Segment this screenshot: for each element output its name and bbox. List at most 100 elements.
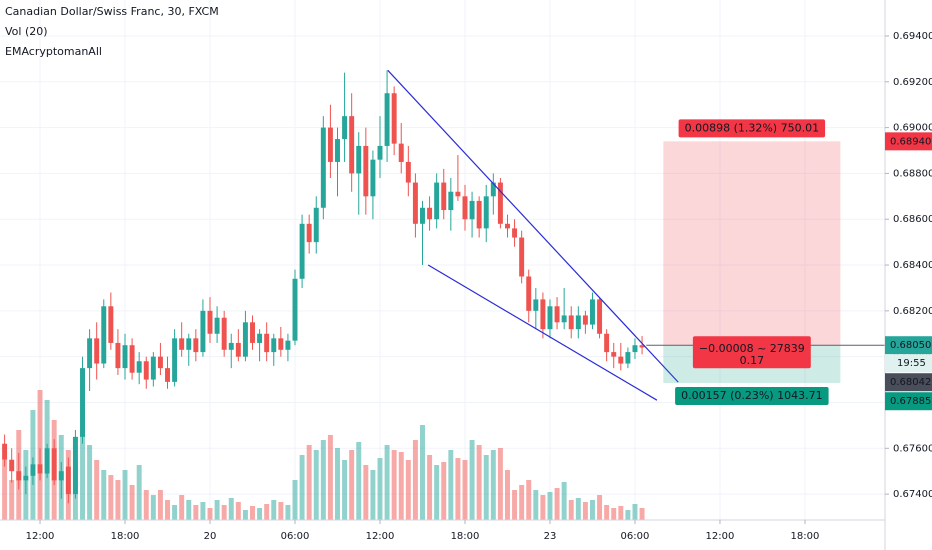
candle-body: [30, 464, 36, 476]
price-label-box: [885, 373, 932, 392]
x-tick-label: 18:00: [451, 531, 480, 542]
candle-body: [264, 333, 270, 353]
candle-body: [165, 368, 170, 382]
candle-body: [568, 315, 574, 330]
candle-body: [575, 315, 581, 330]
candle-body: [320, 127, 326, 208]
volume-bar: [469, 440, 475, 520]
volume-bar: [349, 450, 355, 520]
volume-bar: [405, 460, 411, 520]
candle-body: [554, 306, 560, 323]
volume-bar: [313, 450, 319, 520]
trend-line: [427, 264, 658, 401]
candle-body: [384, 93, 390, 146]
volume-bar: [122, 470, 128, 520]
y-tick-label: 0.68200: [893, 306, 932, 317]
volume-bar: [193, 505, 199, 520]
volume-bar: [228, 498, 234, 520]
volume-bar: [165, 500, 170, 520]
candle-body: [469, 200, 475, 220]
candle-body: [179, 338, 185, 350]
volume-bar: [363, 465, 369, 520]
candle-body: [441, 182, 447, 211]
volume-bar: [235, 502, 241, 520]
volume-bar: [370, 470, 376, 520]
candle-body: [299, 223, 305, 279]
candle-body: [72, 436, 78, 495]
stop-zone: [663, 141, 841, 346]
candle-body: [9, 459, 15, 472]
volume-bar: [391, 450, 397, 520]
candle-body: [278, 338, 284, 350]
candle-body: [604, 333, 610, 353]
candle-body: [16, 471, 22, 481]
volume-bar: [540, 495, 546, 520]
candle-body: [80, 368, 85, 437]
y-tick-label: 0.67400: [893, 489, 932, 500]
candle-body: [377, 145, 383, 160]
candle-body: [540, 299, 546, 330]
candle-body: [2, 443, 8, 460]
candle-body: [242, 322, 248, 357]
volume-bar: [115, 480, 121, 520]
candle-body: [597, 299, 603, 334]
candle-body: [94, 338, 100, 364]
volume-bar: [299, 455, 305, 520]
volume-bar: [172, 505, 178, 520]
candle-body: [398, 143, 404, 162]
candle-body: [115, 342, 121, 369]
candle-body: [533, 299, 539, 311]
candle-body: [136, 361, 142, 373]
price-label: 0.68042: [890, 377, 931, 388]
candle-body: [639, 345, 645, 348]
countdown-box: [885, 354, 932, 373]
candle-body: [23, 475, 29, 481]
volume-bar: [87, 445, 93, 520]
candle-body: [306, 223, 312, 243]
volume-bar: [271, 500, 277, 520]
x-tick-label: 23: [544, 531, 557, 542]
y-tick-label: 0.69200: [893, 77, 932, 88]
candle-body: [391, 93, 397, 144]
candle-body: [497, 182, 503, 224]
volume-bar: [526, 480, 532, 520]
x-tick-label: 12:00: [366, 531, 395, 542]
candle-body: [405, 161, 411, 183]
candle-body: [250, 322, 255, 343]
x-tick-label: 12:00: [26, 531, 55, 542]
target-label: 0.00157 (0.23%) 1043.71: [681, 389, 823, 402]
x-tick-label: 18:00: [791, 531, 820, 542]
candle-body: [476, 200, 482, 229]
candle-body: [235, 342, 241, 357]
candle-body: [561, 315, 567, 323]
volume-bar: [214, 500, 220, 520]
candle-body: [434, 182, 440, 220]
volume-bar: [611, 508, 617, 520]
y-tick-label: 0.67600: [893, 443, 932, 454]
candle-body: [51, 448, 57, 481]
volume-bar: [547, 492, 553, 520]
volume-bar: [129, 485, 135, 520]
volume-bar: [582, 502, 588, 520]
plot: 0.00898 (1.32%) 750.01−0.00008 ~ 278390.…: [2, 69, 885, 520]
candle-body: [483, 196, 489, 229]
volume-bar: [306, 445, 312, 520]
price-label-box: [885, 132, 932, 151]
volume-bar: [483, 455, 489, 520]
y-tick-label: 0.68400: [893, 260, 932, 271]
volume-bar: [490, 450, 496, 520]
volume-bar: [250, 506, 255, 520]
volume-bar: [497, 448, 503, 520]
volume-bar: [320, 440, 326, 520]
volume-bar: [512, 490, 518, 520]
volume-bar: [150, 495, 156, 520]
target-label-box: [675, 387, 829, 406]
x-tick-label: 20: [204, 531, 217, 542]
volume-bar: [632, 504, 638, 520]
volume-bar: [434, 465, 440, 520]
volume-bar: [427, 455, 433, 520]
x-tick-label: 06:00: [281, 531, 310, 542]
x-tick-label: 18:00: [111, 531, 140, 542]
candle-body: [157, 356, 163, 369]
